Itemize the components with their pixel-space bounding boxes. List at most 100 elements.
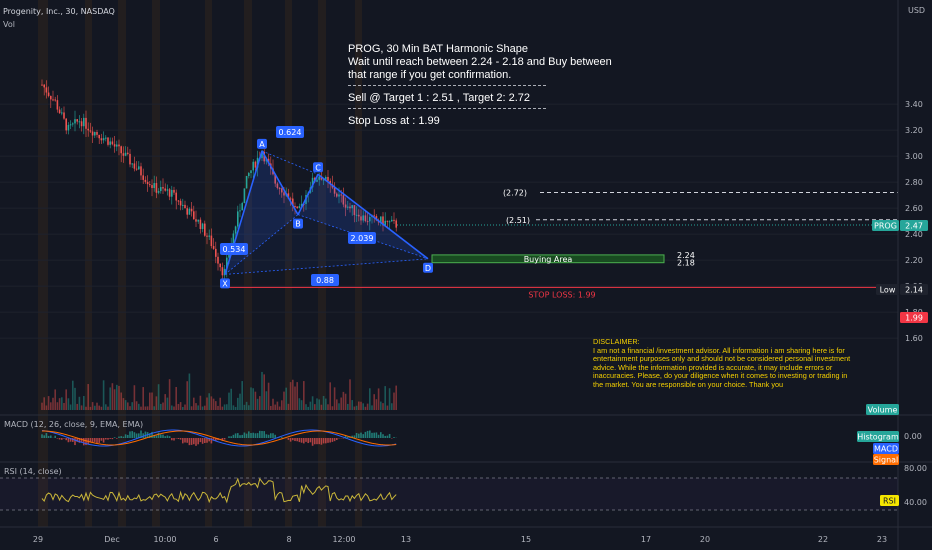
volume-bar xyxy=(80,405,83,410)
candle-body xyxy=(358,214,360,217)
volume-bar xyxy=(175,386,177,410)
candle-body xyxy=(85,117,87,129)
macd-histogram-bar xyxy=(239,435,241,438)
macd-histogram-bar xyxy=(116,438,118,439)
candle-body xyxy=(380,216,382,223)
volume-bar xyxy=(69,404,72,410)
candle-body xyxy=(65,118,67,131)
volume-bar xyxy=(67,398,70,410)
volume-bar xyxy=(54,389,56,410)
pattern-point-a[interactable] xyxy=(257,138,267,149)
candle-body xyxy=(155,183,158,193)
candle-body xyxy=(298,206,301,209)
candle-body xyxy=(109,141,111,145)
time-axis[interactable]: 29 Dec 10:00 6 8 12:00 13 15 17 20 22 23 xyxy=(33,535,887,544)
candle-body xyxy=(164,188,166,191)
macd-histogram-bar xyxy=(58,438,61,440)
candle-body xyxy=(113,144,116,147)
volume-bar xyxy=(278,406,281,410)
bat-harmonic-pattern[interactable]: X A B C D 0.624 0.534 2.039 0.88 xyxy=(220,126,433,289)
volume-bar xyxy=(314,404,316,410)
volume-bar xyxy=(256,398,259,410)
macd-histogram-bar xyxy=(351,435,353,438)
volume-badge xyxy=(866,404,899,415)
volume-bar xyxy=(270,405,272,410)
macd-histogram-bar xyxy=(107,438,109,440)
volume-bar xyxy=(166,397,169,410)
pattern-ratio-label: 0.624 xyxy=(279,128,302,137)
macd-histogram-bar xyxy=(259,430,261,438)
volume-bar xyxy=(160,403,162,410)
macd-histogram-bar xyxy=(204,438,206,444)
volume-bar xyxy=(307,406,309,410)
volume-bar xyxy=(173,406,175,410)
volume-bar xyxy=(153,406,155,410)
volume-bar xyxy=(107,406,109,410)
volume-bar xyxy=(305,404,307,410)
volume-bar xyxy=(226,404,228,410)
candle-body xyxy=(327,176,329,181)
volume-bar xyxy=(155,396,158,410)
macd-histogram-bar xyxy=(311,438,314,446)
macd-histogram-bar xyxy=(91,438,94,443)
candle-body xyxy=(283,192,285,196)
time-tick-label: 12:00 xyxy=(332,535,355,544)
volume-bar xyxy=(50,402,52,410)
volume-bar xyxy=(65,389,67,410)
volume-bar xyxy=(63,402,65,410)
volume-bar xyxy=(188,373,191,410)
volume-bar xyxy=(296,382,298,410)
candle-body xyxy=(252,161,254,171)
candle-body xyxy=(386,220,389,222)
candle-body xyxy=(393,219,395,221)
rsi-panel xyxy=(0,477,898,511)
macd-histogram-bar xyxy=(358,433,360,438)
volume-bar xyxy=(109,387,111,410)
volume-bar xyxy=(349,379,351,410)
candle-body xyxy=(131,163,133,165)
candle-body xyxy=(311,177,314,188)
volume-bar xyxy=(322,395,325,410)
signal-badge xyxy=(873,454,899,465)
candle-body xyxy=(162,187,164,189)
candle-body xyxy=(342,195,345,205)
macd-histogram-bar xyxy=(252,432,254,438)
pattern-ratio-label: 0.534 xyxy=(223,245,246,254)
volume-bar xyxy=(298,398,301,410)
volume-bar xyxy=(384,386,386,410)
candle-body xyxy=(47,92,50,96)
macd-histogram-bar xyxy=(164,436,166,438)
macd-histogram-bar xyxy=(78,438,81,443)
macd-badge-text: MACD xyxy=(874,445,898,454)
pattern-ratio-label: 2.039 xyxy=(351,234,374,243)
volume-bar xyxy=(41,402,43,410)
macd-histogram-bar xyxy=(54,435,56,438)
volume-bar xyxy=(168,379,171,410)
last-price-badge xyxy=(900,220,928,231)
macd-histogram-bar xyxy=(168,436,171,438)
volume-bar xyxy=(43,397,45,410)
pattern-point-c[interactable] xyxy=(313,162,323,173)
candle-body xyxy=(241,203,243,211)
volume-bar xyxy=(272,398,274,410)
volume-bar xyxy=(94,405,96,410)
pattern-point-x[interactable] xyxy=(220,278,230,289)
macd-histogram-bar xyxy=(149,433,151,438)
macd-histogram-bar xyxy=(98,438,100,443)
pattern-point-d[interactable] xyxy=(423,262,433,273)
candle-body xyxy=(43,84,45,88)
volume-bar xyxy=(212,398,215,410)
volume-bar xyxy=(395,385,397,410)
candle-body xyxy=(347,206,349,208)
buying-area-box[interactable] xyxy=(431,254,665,264)
pattern-point-b[interactable] xyxy=(293,218,303,229)
macd-histogram-bar xyxy=(245,433,248,438)
pattern-point-label: X xyxy=(222,279,228,288)
volume-bar xyxy=(47,396,50,410)
volume-bar xyxy=(386,405,389,410)
macd-histogram-bar xyxy=(320,438,323,445)
volume-bar xyxy=(331,406,334,410)
volume-bar xyxy=(237,397,239,410)
volume-series xyxy=(41,371,397,410)
